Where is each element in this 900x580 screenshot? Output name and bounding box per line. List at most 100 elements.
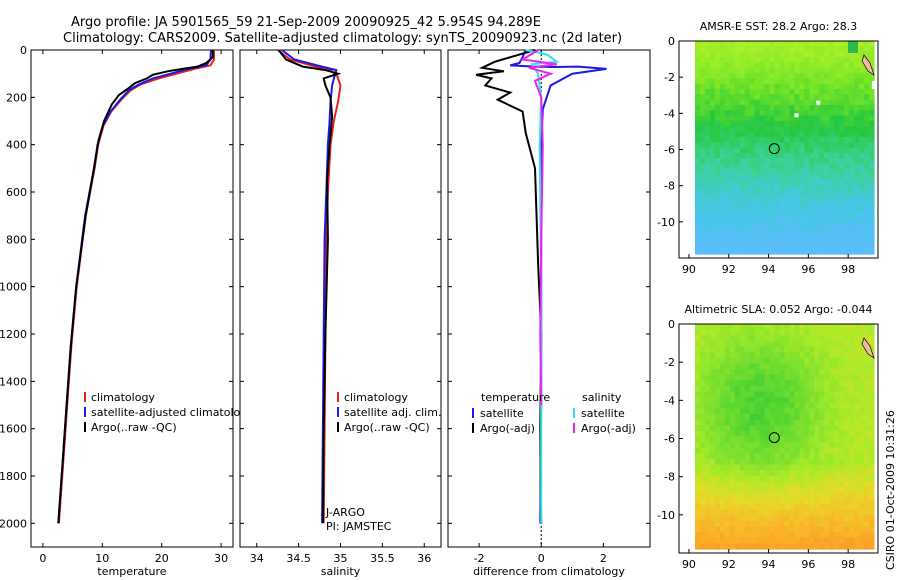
map-cell xyxy=(749,120,756,127)
map-cell xyxy=(834,470,840,477)
map-cell xyxy=(839,104,845,111)
map-cell xyxy=(764,346,771,353)
map-cell xyxy=(709,543,716,550)
map-cell xyxy=(704,238,711,244)
map-cell xyxy=(814,179,820,186)
map-cell xyxy=(854,492,860,499)
map-cell xyxy=(749,543,756,550)
map-cell xyxy=(844,340,850,348)
map-cell xyxy=(864,329,870,336)
map-cell xyxy=(719,88,726,95)
map-cell xyxy=(709,464,716,471)
map-cell xyxy=(739,62,746,69)
map-cell xyxy=(695,67,701,74)
map-cell xyxy=(824,363,830,370)
map-cell xyxy=(804,94,810,101)
map-cell xyxy=(819,414,825,421)
map-cell xyxy=(734,110,741,117)
map-cell xyxy=(734,537,741,544)
map-cell xyxy=(764,126,771,133)
map-cell xyxy=(695,509,701,516)
map-cell xyxy=(759,470,766,477)
map-cell xyxy=(829,136,835,143)
map-cell xyxy=(849,216,855,223)
map-cell xyxy=(759,232,766,239)
map-cell xyxy=(859,152,865,159)
map-cell xyxy=(739,324,746,331)
map-cell xyxy=(869,487,875,494)
map-cell xyxy=(700,142,706,149)
map-cell xyxy=(739,509,746,516)
map-cell xyxy=(719,419,726,426)
map-cell xyxy=(839,62,845,69)
map-cell xyxy=(754,206,761,212)
map-cell xyxy=(789,147,796,154)
x-tick-label: 35.5 xyxy=(370,552,395,565)
map-cell xyxy=(779,425,786,432)
map-cell xyxy=(834,195,840,202)
map-cell xyxy=(709,537,716,544)
map-cell xyxy=(829,391,835,398)
map-cell xyxy=(839,78,845,85)
map-cell xyxy=(774,206,781,212)
map-cell xyxy=(824,104,830,111)
map-cell xyxy=(729,504,736,511)
map-cell xyxy=(794,352,800,359)
x-tick-label: 96 xyxy=(801,263,815,276)
map-cell xyxy=(729,62,736,69)
map-cell xyxy=(839,363,845,370)
map-cell xyxy=(789,73,796,79)
map-cell xyxy=(695,425,701,432)
map-cell xyxy=(794,391,800,398)
map-cell xyxy=(774,453,781,460)
map-cell xyxy=(764,51,771,58)
map-cell xyxy=(869,147,875,154)
map-cell xyxy=(824,470,830,477)
map-cell xyxy=(844,120,850,127)
map-cell xyxy=(839,158,845,165)
map-cell xyxy=(724,380,731,387)
map-cell xyxy=(789,168,796,175)
map-cell xyxy=(700,126,706,133)
map-cell xyxy=(695,430,701,438)
map-cell xyxy=(839,419,845,426)
map-cell xyxy=(764,216,771,223)
map-cell xyxy=(714,83,721,90)
map-cell xyxy=(764,357,771,364)
map-cell xyxy=(695,206,701,212)
y-tick-label: 1000 xyxy=(0,281,27,294)
map-cell xyxy=(695,184,701,191)
map-cell xyxy=(729,94,736,101)
map-cell xyxy=(849,163,855,170)
map-cell xyxy=(789,120,796,127)
map-cell xyxy=(764,391,771,398)
map-cell xyxy=(799,526,805,533)
map-cell xyxy=(804,238,810,244)
map-cell xyxy=(809,243,815,250)
map-cell xyxy=(799,147,805,154)
map-cell xyxy=(824,115,830,122)
map-cell xyxy=(824,436,830,443)
map-cell xyxy=(809,238,815,244)
map-cell xyxy=(714,136,721,143)
map-cell xyxy=(714,216,721,223)
map-cell xyxy=(814,385,820,393)
map-cell xyxy=(784,357,791,364)
map-cell xyxy=(794,88,800,95)
map-cell xyxy=(799,142,805,149)
map-cell xyxy=(714,73,721,79)
map-cell xyxy=(839,391,845,398)
map-cell xyxy=(749,190,756,196)
map-cell xyxy=(734,369,741,376)
map-cell xyxy=(819,110,825,117)
map-cell xyxy=(789,459,796,466)
map-cell xyxy=(754,520,761,528)
map-cell xyxy=(709,509,716,516)
map-cell xyxy=(700,200,706,207)
map-cell xyxy=(849,385,855,393)
map-cell xyxy=(804,397,810,404)
map-cell xyxy=(819,504,825,511)
map-cell xyxy=(704,104,711,111)
map-cell xyxy=(809,419,815,426)
map-cell xyxy=(779,363,786,370)
